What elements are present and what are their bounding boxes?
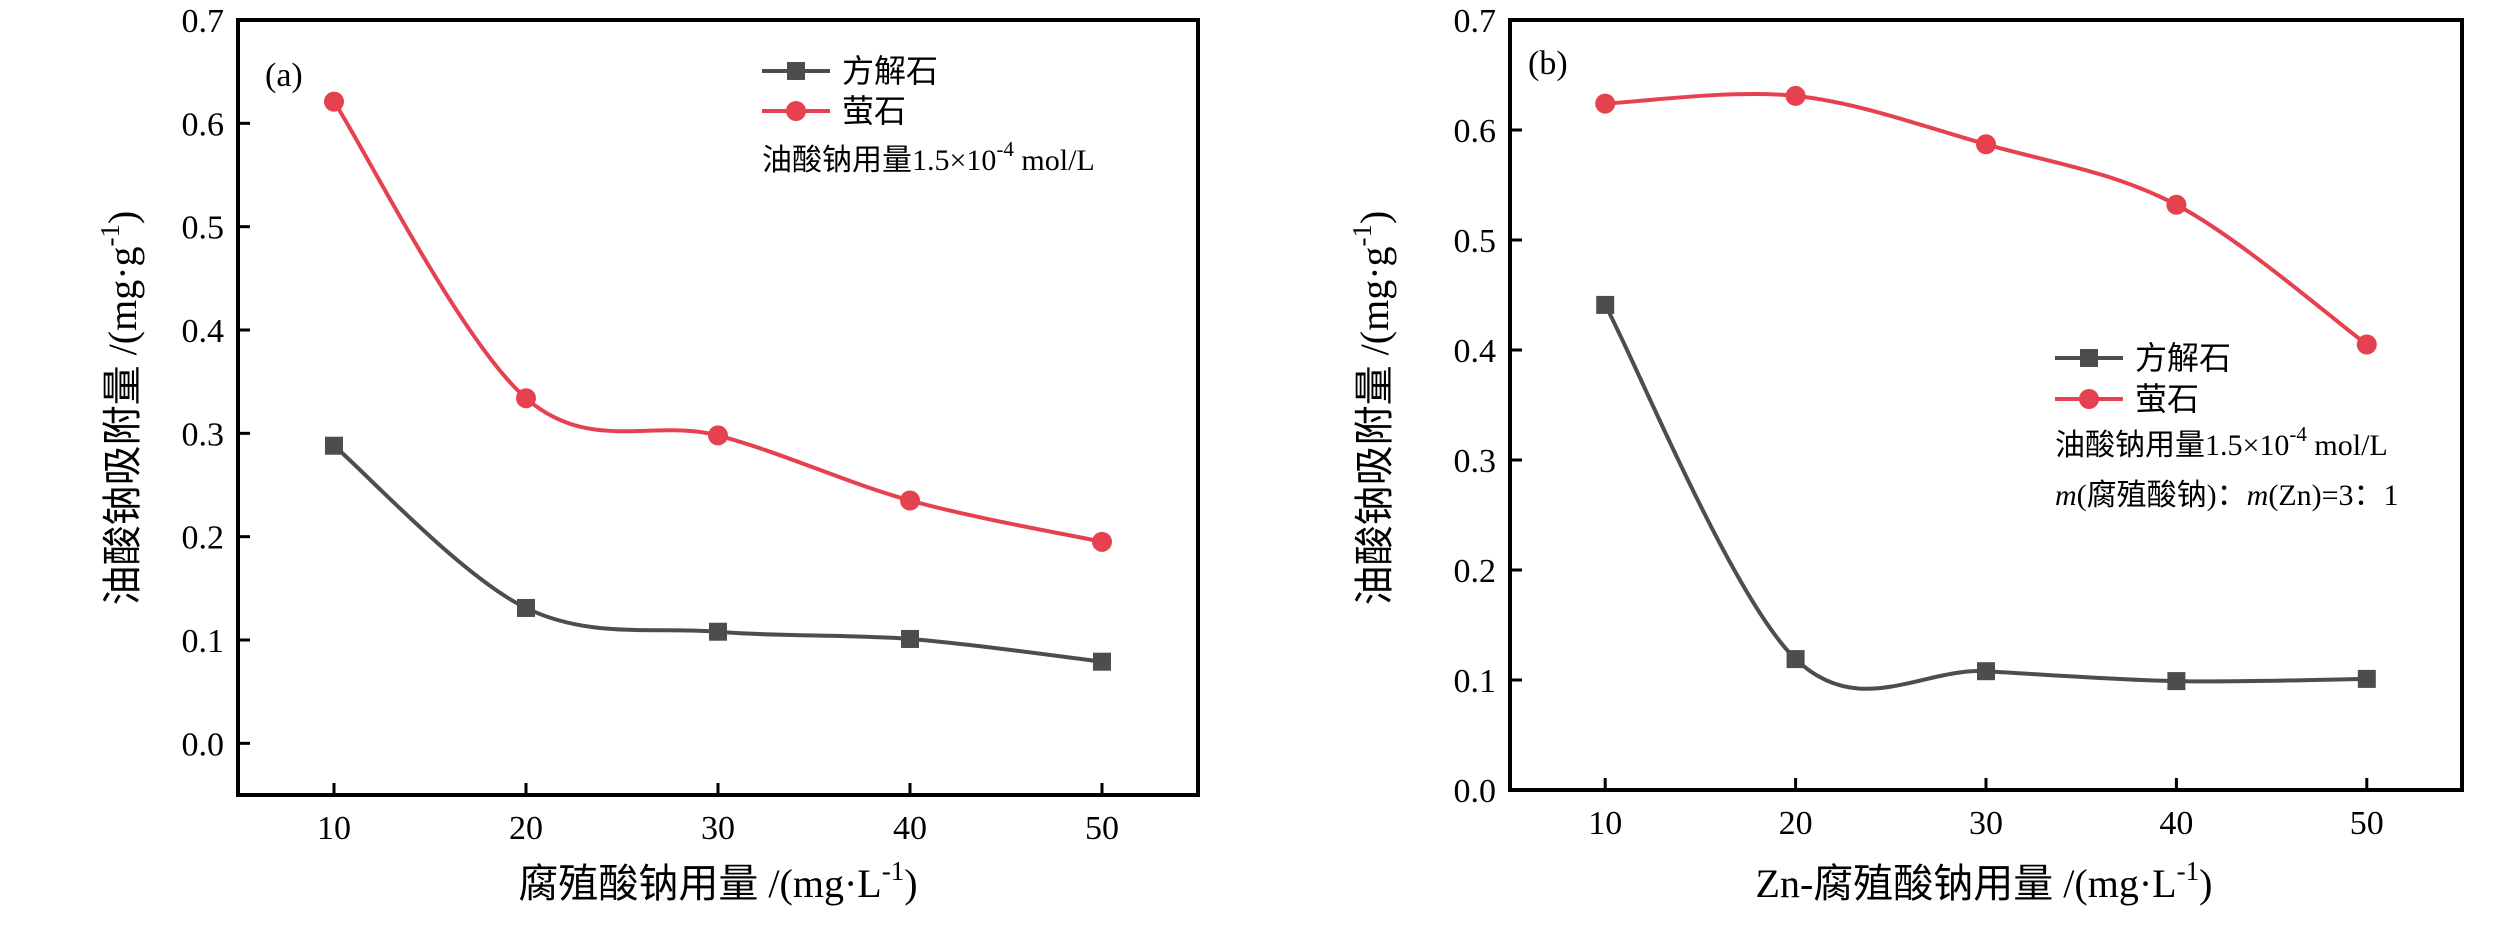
series-markers-b — [1595, 85, 2377, 691]
x-tick-label-a: 50 — [1085, 810, 1119, 847]
data-point-calcite-a — [325, 436, 343, 455]
legend-marker-fluorite-b — [2079, 389, 2099, 409]
x-tick-label-a: 30 — [701, 810, 735, 847]
y-ticks-a: 0.0 0.1 0.2 0.3 0.4 0.5 0.6 0.7 — [182, 3, 250, 763]
y-tick-label-a: 0.7 — [182, 3, 225, 40]
panel-label-a: (a) — [265, 57, 303, 94]
legend-a: 方解石 萤石 油酸钠用量1.5×10-4 mol/L — [762, 53, 1095, 177]
data-point-calcite-b — [1596, 295, 1615, 314]
data-point-fluorite-a — [1092, 531, 1112, 552]
y-tick-label-b: 0.1 — [1454, 663, 1497, 700]
x-tick-label-b: 20 — [1779, 805, 1813, 842]
legend-label-calcite-a: 方解石 — [842, 53, 938, 89]
data-point-fluorite-a — [324, 91, 344, 112]
data-point-calcite-a — [901, 629, 919, 648]
y-tick-label-b: 0.4 — [1454, 333, 1497, 370]
data-point-calcite-a — [517, 598, 535, 617]
data-point-fluorite-b — [1785, 85, 1806, 106]
y-tick-label-a: 0.2 — [182, 520, 225, 557]
x-tick-label-b: 10 — [1588, 805, 1622, 842]
series-curves-b — [1603, 91, 2368, 691]
x-tick-label-b: 40 — [2159, 805, 2193, 842]
data-point-fluorite-b — [1976, 134, 1996, 155]
data-point-calcite-a — [709, 622, 727, 641]
y-tick-label-a: 0.1 — [182, 623, 225, 660]
x-ticks-a: 10 20 30 40 50 — [317, 783, 1119, 847]
data-point-fluorite-a — [516, 388, 536, 409]
y-tick-label-a: 0.0 — [182, 726, 225, 763]
y-tick-label-a: 0.5 — [182, 210, 225, 247]
y-tick-label-b: 0.2 — [1454, 553, 1497, 590]
legend-marker-fluorite-a — [786, 101, 806, 121]
data-point-calcite-b — [1977, 662, 1995, 681]
panel-a: 10 20 30 40 50 0.00.10.20.30.40.50.60.7 (a) … — [95, 3, 1200, 906]
data-point-fluorite-b — [1595, 93, 1616, 114]
series-line-fluorite-b — [1605, 91, 2368, 347]
dosage-note-b: 油酸钠用量1.5×10-4 mol/L — [2055, 422, 2388, 462]
y-ticks-b: 0.0 0.1 0.2 0.3 0.4 0.5 0.6 0.7 — [1454, 3, 1522, 810]
data-point-fluorite-a — [900, 490, 920, 511]
legend-label-fluorite-a: 萤石 — [842, 93, 906, 129]
data-point-calcite-b — [2167, 672, 2186, 691]
y-tick-label-b: 0.6 — [1454, 113, 1497, 150]
y-tick-label-b: 0.3 — [1454, 443, 1497, 480]
y-tick-label-b: 0.7 — [1454, 3, 1497, 40]
y-tick-label-b: 0.5 — [1454, 223, 1497, 260]
y-tick-label-a: 0.6 — [182, 106, 225, 143]
legend-marker-calcite-b — [2080, 349, 2098, 367]
x-ticks-b: 10 20 30 40 50 — [1588, 778, 2384, 842]
y-tick-label-b: 0.0 — [1454, 773, 1497, 810]
x-tick-label-a: 20 — [509, 810, 543, 847]
series-line-calcite-b — [1603, 303, 2367, 691]
legend-b: 方解石 萤石 油酸钠用量1.5×10-4 mol/L m(腐殖酸钠)：m(Zn)… — [2055, 340, 2399, 512]
legend-marker-calcite-a — [787, 62, 805, 80]
data-point-fluorite-a — [708, 425, 728, 446]
data-point-fluorite-b — [2166, 194, 2187, 215]
data-point-calcite-a — [1093, 652, 1111, 671]
ratio-note-b: m(腐殖酸钠)：m(Zn)=3：1 — [2055, 479, 2399, 512]
legend-label-fluorite-b: 萤石 — [2135, 381, 2199, 417]
series-curves-a — [332, 100, 1103, 664]
series-line-fluorite-a — [332, 100, 1103, 544]
x-tick-label-b: 50 — [2350, 805, 2384, 842]
y-axis-label-a: 油酸钠吸附量 /(mg·g-1) — [95, 211, 145, 606]
data-point-calcite-b — [1786, 650, 1805, 669]
x-tick-label-a: 10 — [317, 810, 351, 847]
x-axis-label-b: Zn-腐殖酸钠用量 /(mg·L-1) — [1756, 856, 2213, 906]
x-axis-label-a: 腐殖酸钠用量 /(mg·L-1) — [518, 856, 917, 906]
data-point-fluorite-b — [2356, 334, 2377, 355]
data-point-calcite-b — [2357, 669, 2376, 688]
plot-frame-a — [236, 18, 1200, 797]
legend-label-calcite-b: 方解石 — [2135, 340, 2231, 376]
x-tick-label-b: 30 — [1969, 805, 2003, 842]
x-tick-label-a: 40 — [893, 810, 927, 847]
series-markers-a — [324, 91, 1112, 671]
y-axis-label-b: 油酸钠吸附量 /(mg·g-1) — [1347, 211, 1397, 606]
y-tick-label-a: 0.3 — [182, 416, 225, 453]
dosage-note-a: 油酸钠用量1.5×10-4 mol/L — [762, 137, 1095, 177]
panel-b: 10 20 30 40 50 0.00.10.20.30.40.50.60.7 (b) … — [1347, 3, 2464, 906]
panel-label-b: (b) — [1528, 45, 1568, 82]
y-tick-label-a: 0.4 — [182, 313, 225, 350]
